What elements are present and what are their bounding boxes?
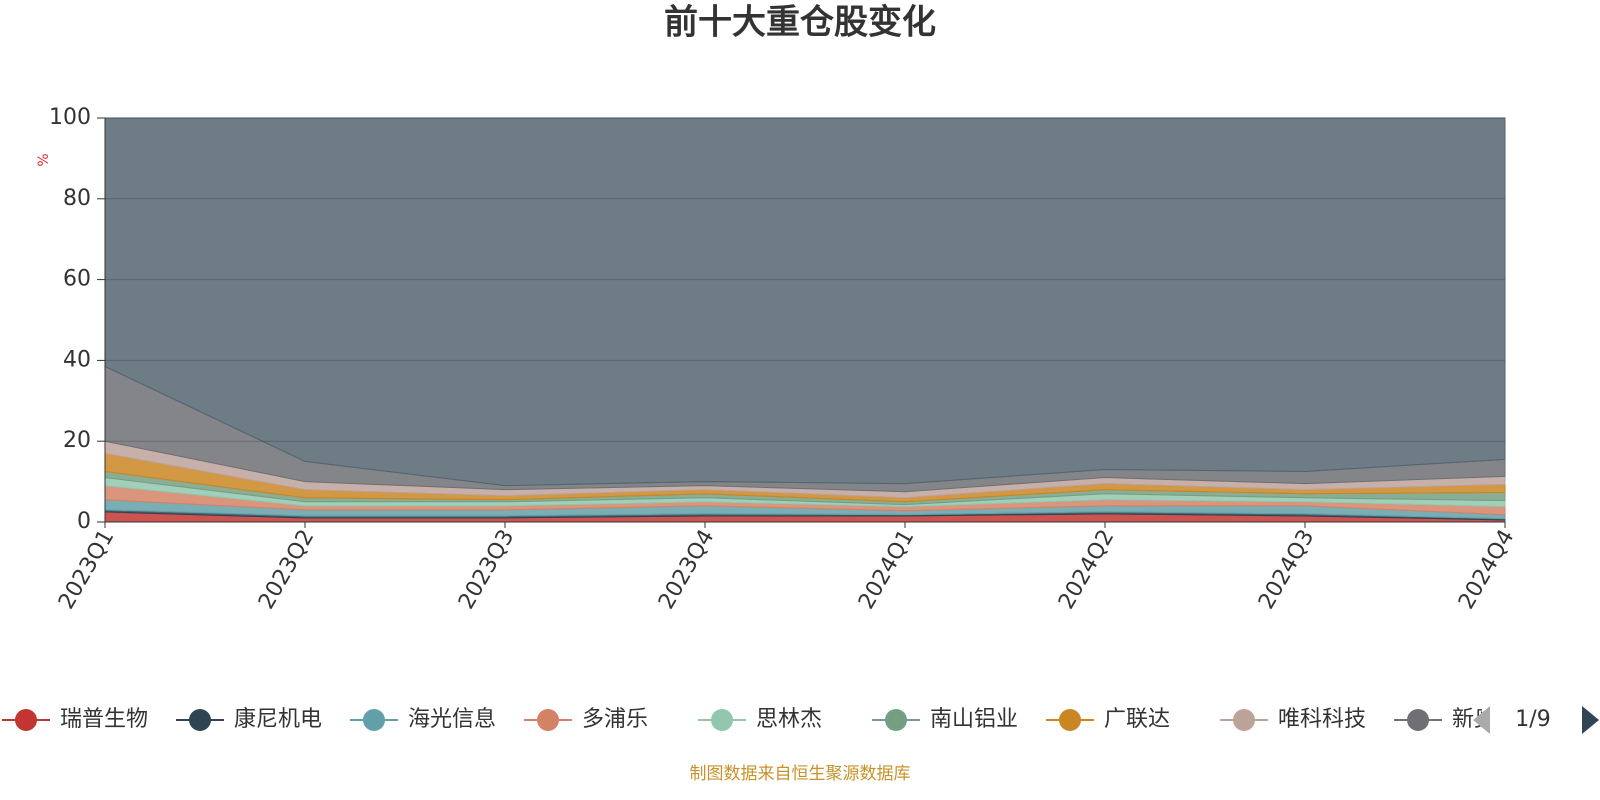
area: [104, 117, 1506, 487]
chart-title: 前十大重仓股变化: [664, 3, 936, 43]
legend-label: 康尼机电: [234, 707, 322, 732]
legend-label: 瑞普生物: [60, 707, 148, 732]
y-tick-label: 80: [63, 186, 91, 211]
legend-prev[interactable]: [1473, 706, 1490, 734]
legend-marker: [1233, 709, 1255, 731]
y-tick-label: 100: [49, 105, 91, 130]
legend-marker: [537, 709, 559, 731]
legend-label: 海光信息: [408, 707, 496, 732]
legend-next[interactable]: [1582, 706, 1599, 734]
x-tick-label: 2023Q2: [254, 526, 319, 614]
y-tick-label: 20: [63, 428, 91, 453]
y-axis-label: %: [36, 153, 52, 166]
x-tick-label: 2024Q1: [854, 526, 919, 614]
legend-marker: [1059, 709, 1081, 731]
legend-marker: [885, 709, 907, 731]
legend-marker: [363, 709, 385, 731]
legend-marker: [15, 709, 37, 731]
x-tick-label: 2024Q4: [1454, 526, 1519, 614]
x-tick-label: 2023Q4: [654, 526, 719, 614]
x-tick-label: 2023Q3: [454, 526, 519, 614]
legend-label: 南山铝业: [930, 707, 1018, 732]
legend-page: 1/9: [1515, 707, 1550, 732]
legend-marker: [189, 709, 211, 731]
legend-marker: [1407, 709, 1429, 731]
legend-label: 唯科科技: [1278, 707, 1366, 732]
x-tick-label: 2024Q3: [1254, 526, 1319, 614]
y-tick-label: 0: [77, 509, 91, 534]
legend: 瑞普生物 康尼机电 海光信息 多浦乐 思林杰 南山铝业 广联达 唯科科技 新奥股份: [2, 707, 1482, 732]
legend-label: 思林杰: [756, 707, 822, 732]
y-tick-label: 40: [63, 347, 91, 372]
legend-label: 广联达: [1104, 707, 1170, 732]
plot: 0 20 40 60 80 100 2023Q1 2023Q2 2023Q3 2023Q4 2024…: [49, 105, 1519, 614]
legend-marker: [711, 709, 733, 731]
x-tick-label: 2024Q2: [1054, 526, 1119, 614]
y-tick-label: 60: [63, 267, 91, 292]
x-tick-label: 2023Q1: [54, 526, 119, 614]
legend-label: 多浦乐: [582, 707, 648, 732]
source-note: 制图数据来自恒生聚源数据库: [690, 764, 911, 784]
